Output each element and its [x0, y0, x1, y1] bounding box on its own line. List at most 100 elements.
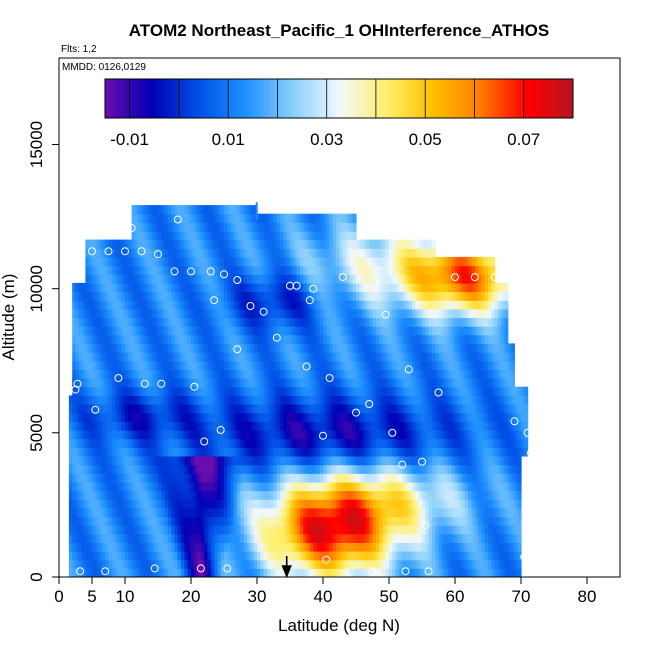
field-cell	[128, 507, 133, 518]
field-cell	[389, 317, 393, 327]
field-cell	[290, 404, 294, 414]
field-cell	[448, 265, 453, 275]
field-cell	[111, 559, 116, 569]
field-cell	[339, 265, 344, 275]
field-cell	[184, 404, 189, 414]
field-cell	[478, 421, 482, 431]
field-cell	[184, 430, 189, 440]
field-cell	[151, 369, 156, 379]
field-cell	[431, 291, 436, 301]
field-cell	[257, 438, 261, 448]
field-cell	[243, 438, 248, 448]
field-cell	[316, 274, 321, 284]
field-cell	[115, 507, 119, 518]
field-cell	[68, 490, 73, 500]
field-cell	[247, 568, 251, 577]
field-cell	[431, 473, 436, 483]
field-cell	[349, 499, 354, 509]
field-cell	[326, 507, 331, 518]
field-cell	[359, 291, 364, 301]
field-cell	[263, 507, 268, 518]
field-cell	[151, 559, 156, 569]
field-cell	[233, 490, 238, 500]
field-cell	[141, 343, 146, 353]
field-cell	[375, 412, 380, 422]
field-cell	[504, 317, 509, 327]
field-cell	[161, 525, 166, 535]
field-cell	[491, 256, 496, 267]
field-cell	[296, 265, 301, 275]
field-cell	[422, 490, 426, 500]
field-cell	[372, 326, 377, 336]
field-cell	[402, 542, 407, 552]
field-cell	[85, 404, 90, 414]
field-cell	[161, 421, 166, 431]
field-cell	[402, 481, 407, 492]
field-cell	[220, 516, 225, 526]
field-cell	[402, 525, 407, 535]
field-cell	[161, 430, 166, 440]
field-cell	[517, 542, 522, 552]
field-cell	[511, 378, 515, 388]
field-cell	[313, 265, 317, 275]
field-cell	[82, 412, 86, 422]
field-cell	[329, 326, 334, 336]
field-cell	[141, 568, 146, 577]
field-cell	[111, 464, 116, 474]
field-cell	[392, 507, 397, 518]
field-cell	[336, 317, 341, 327]
field-cell	[154, 282, 159, 293]
field-cell	[164, 300, 169, 310]
field-cell	[250, 464, 255, 474]
field-cell	[408, 326, 413, 336]
field-cell	[458, 317, 463, 327]
field-cell	[494, 516, 499, 526]
field-cell	[395, 334, 400, 345]
field-cell	[468, 326, 473, 336]
field-cell	[247, 369, 251, 379]
field-cell	[369, 516, 374, 526]
field-cell	[342, 334, 347, 345]
field-cell	[488, 430, 492, 440]
field-cell	[293, 360, 298, 370]
field-cell	[422, 499, 426, 509]
field-cell	[247, 473, 251, 483]
field-cell	[184, 438, 189, 448]
field-cell	[415, 447, 420, 457]
field-cell	[474, 308, 479, 319]
field-cell	[356, 421, 360, 431]
field-cell	[392, 533, 397, 543]
field-cell	[342, 473, 347, 483]
field-cell	[455, 274, 459, 284]
field-cell	[181, 317, 185, 327]
field-cell	[336, 447, 341, 457]
field-cell	[445, 291, 449, 301]
field-cell	[286, 308, 291, 319]
field-cell	[141, 291, 146, 301]
field-cell	[243, 308, 248, 319]
field-cell	[98, 499, 103, 509]
field-cell	[286, 559, 291, 569]
field-cell	[431, 369, 436, 379]
field-cell	[247, 481, 251, 492]
field-cell	[445, 499, 449, 509]
field-cell	[253, 568, 258, 577]
field-cell	[339, 308, 344, 319]
field-cell	[336, 369, 341, 379]
field-cell	[247, 421, 251, 431]
field-cell	[118, 464, 123, 474]
field-cell	[128, 516, 133, 526]
field-cell	[468, 542, 473, 552]
field-cell	[303, 559, 308, 569]
field-cell	[197, 499, 202, 509]
field-cell	[365, 352, 370, 362]
field-cell	[306, 430, 311, 440]
field-cell	[75, 542, 80, 552]
field-cell	[263, 326, 268, 336]
field-cell	[101, 481, 106, 492]
field-cell	[290, 378, 294, 388]
field-cell	[491, 525, 496, 535]
field-cell	[105, 490, 110, 500]
field-cell	[458, 334, 463, 345]
field-cell	[101, 265, 106, 275]
